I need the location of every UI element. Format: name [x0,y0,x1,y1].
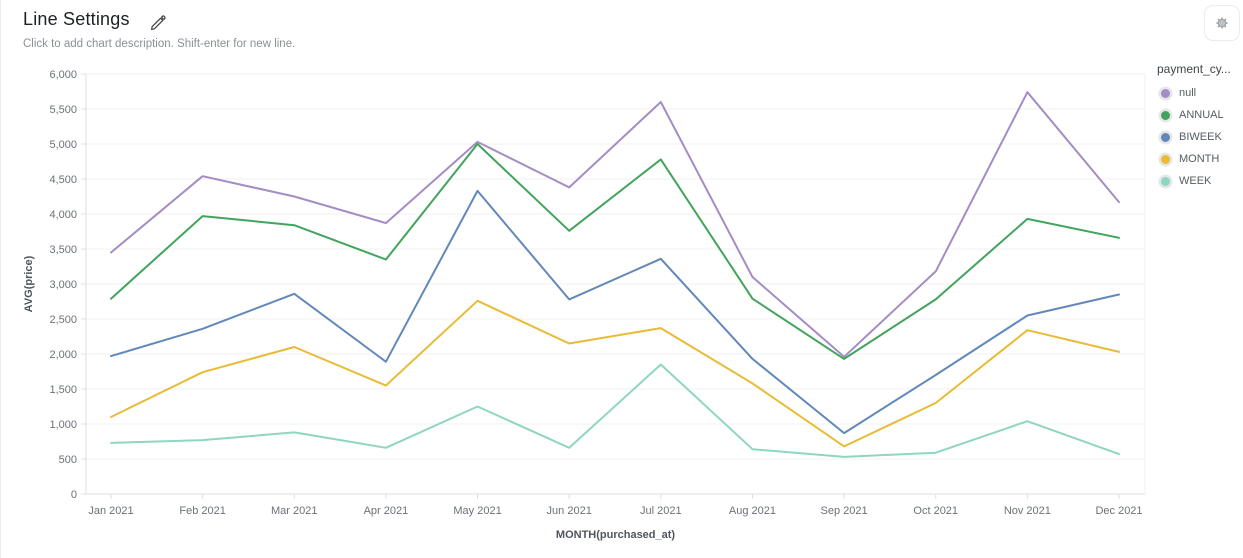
y-axis-title: AVG(price) [23,255,35,312]
x-tick-label: Sep 2021 [821,505,868,517]
series-line-BIWEEK[interactable] [110,189,1120,435]
y-tick-label: 4,000 [49,209,77,221]
legend-item-BIWEEK[interactable]: BIWEEK [1157,126,1243,148]
x-tick-label: Dec 2021 [1095,505,1142,517]
y-tick-label: 3,000 [49,279,77,291]
y-tick-label: 1,500 [49,384,77,396]
legend-item-WEEK[interactable]: WEEK [1157,170,1243,192]
y-tick-label: 5,500 [49,104,77,116]
legend-item-MONTH[interactable]: MONTH [1157,148,1243,170]
legend-dot [1161,132,1170,142]
legend-item-ANNUAL[interactable]: ANNUAL [1157,104,1243,126]
y-tick-label: 2,500 [49,314,77,326]
legend-label: WEEK [1179,175,1212,187]
x-tick-label: Apr 2021 [364,505,409,517]
y-tick-label: 0 [71,489,77,501]
y-tick-label: 5,000 [49,139,77,151]
y-tick-label: 3,500 [49,244,77,256]
x-tick-label: Jan 2021 [88,505,133,517]
legend-dot [1161,176,1170,186]
y-tick-label: 2,000 [49,349,77,361]
y-tick-label: 1,000 [49,419,77,431]
y-tick-label: 6,000 [49,69,77,81]
x-tick-label: Aug 2021 [729,505,776,517]
series-line-MONTH[interactable] [110,299,1120,448]
series-line-WEEK[interactable] [110,363,1120,458]
x-tick-label: Oct 2021 [913,505,958,517]
legend-title: payment_cy... [1157,62,1231,76]
x-tick-label: May 2021 [453,505,501,517]
legend-dot [1161,110,1170,120]
chart-legend: payment_cy... null ANNUAL BIWEEK MONTH WEEK [1157,62,1243,192]
y-tick-label: 4,500 [49,174,77,186]
x-tick-label: Jul 2021 [640,505,682,517]
x-tick-label: Jun 2021 [547,505,592,517]
legend-label: MONTH [1179,153,1220,165]
legend-label: BIWEEK [1179,131,1222,143]
x-tick-label: Nov 2021 [1004,505,1051,517]
series-line-ANNUAL[interactable] [110,143,1120,360]
y-tick-label: 500 [59,454,77,466]
legend-dot [1161,88,1170,98]
x-axis-title: MONTH(purchased_at) [556,529,676,541]
page-title: Line Settings [23,9,130,29]
legend-dot [1161,154,1170,164]
legend-item-null[interactable]: null [1157,82,1243,104]
legend-items: null ANNUAL BIWEEK MONTH WEEK [1157,82,1243,192]
pencil-icon[interactable] [149,14,167,32]
chart-settings-button[interactable] [1204,5,1240,41]
legend-label: null [1179,87,1197,99]
series-line-null[interactable] [110,91,1120,358]
x-tick-label: Feb 2021 [179,505,225,517]
legend-label: ANNUAL [1179,109,1224,121]
gear-icon [1216,17,1228,29]
chart-description-placeholder[interactable]: Click to add chart description. Shift-en… [23,38,296,50]
x-tick-label: Mar 2021 [271,505,317,517]
